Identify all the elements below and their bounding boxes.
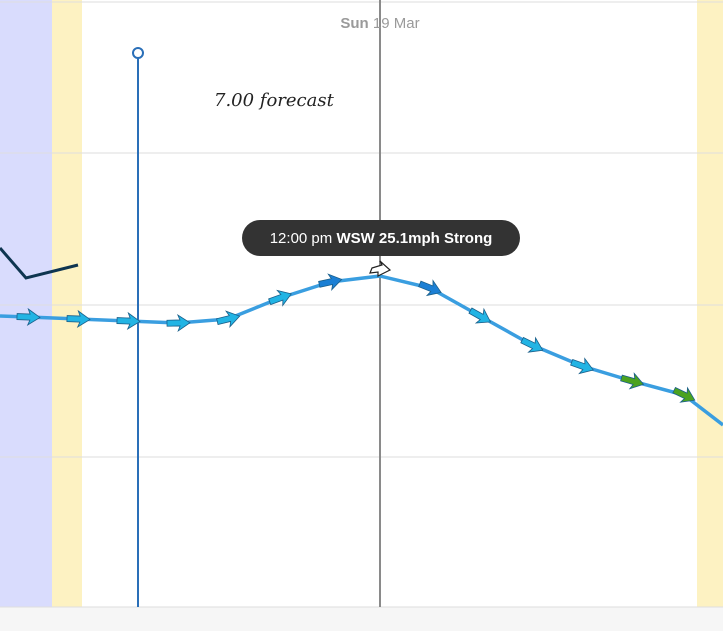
wind-arrow: [268, 289, 292, 307]
date: 19 Mar: [373, 15, 420, 32]
wind-arrow: [16, 307, 41, 327]
twilight-band: [697, 0, 723, 607]
wind-arrow: [116, 311, 141, 331]
tooltip-detail: WSW 25.1mph Strong: [336, 230, 492, 247]
footer-band: [0, 607, 723, 631]
wind-arrows: [16, 273, 696, 403]
twilight-band: [52, 0, 82, 607]
wind-arrow: [520, 336, 544, 353]
wind-arrow: [216, 310, 241, 328]
wind-arrow: [318, 273, 343, 292]
forecast-marker: [132, 47, 144, 59]
tooltip-time: 12:00 pm: [270, 230, 333, 247]
wind-arrow: [166, 313, 191, 333]
grid: [0, 1, 723, 608]
wind-arrow: [66, 309, 91, 329]
wind-arrow: [570, 357, 594, 375]
night-band: [0, 0, 52, 607]
tooltip: [242, 220, 520, 256]
wind-line: [0, 274, 723, 427]
wind-arrow: [672, 386, 696, 403]
wind-arrow: [418, 279, 442, 297]
tooltip-text: 12:00 pm WSW 25.1mph Strong: [270, 230, 493, 247]
forecast-note: 7.00 forecast: [214, 90, 335, 111]
cursor: [369, 260, 392, 277]
day: Sun: [340, 15, 368, 32]
observed-line: [0, 247, 79, 280]
wind-arrow: [620, 372, 645, 390]
wind-arrow: [468, 307, 492, 324]
date-header: Sun 19 Mar: [340, 15, 419, 32]
